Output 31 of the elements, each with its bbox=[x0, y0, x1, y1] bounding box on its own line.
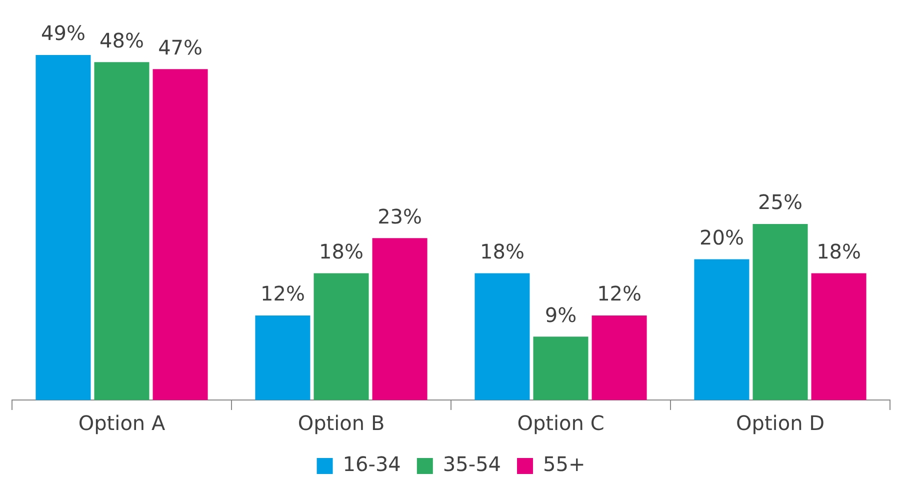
bar bbox=[694, 259, 750, 400]
data-label: 18% bbox=[480, 239, 524, 264]
bar bbox=[474, 273, 530, 400]
data-label: 18% bbox=[319, 239, 364, 264]
legend-label: 55+ bbox=[543, 452, 586, 476]
bar bbox=[152, 69, 208, 400]
bar bbox=[533, 336, 588, 400]
data-label: 18% bbox=[816, 239, 862, 264]
bar bbox=[372, 238, 428, 400]
x-tick-label: Option B bbox=[298, 411, 385, 436]
data-label: 47% bbox=[158, 35, 203, 60]
legend-label: 16-34 bbox=[342, 452, 401, 476]
x-tick-label: Option D bbox=[736, 411, 825, 436]
data-label: 25% bbox=[758, 190, 802, 214]
legend-label: 35-54 bbox=[442, 452, 502, 476]
data-label: 23% bbox=[378, 204, 422, 228]
data-label: 49% bbox=[40, 21, 86, 46]
data-label: 12% bbox=[597, 282, 642, 306]
x-tick-label: Option C bbox=[517, 411, 604, 436]
bar bbox=[752, 224, 808, 400]
data-label: 48% bbox=[100, 28, 144, 52]
bar bbox=[314, 273, 369, 400]
bar bbox=[36, 55, 91, 400]
bar bbox=[94, 62, 150, 400]
data-label: 12% bbox=[260, 282, 305, 306]
data-label: 20% bbox=[699, 225, 744, 250]
bar bbox=[255, 316, 310, 400]
bar bbox=[811, 273, 866, 400]
data-label: 9% bbox=[544, 302, 577, 327]
bar bbox=[592, 316, 647, 400]
x-tick-label: Option A bbox=[78, 411, 166, 436]
